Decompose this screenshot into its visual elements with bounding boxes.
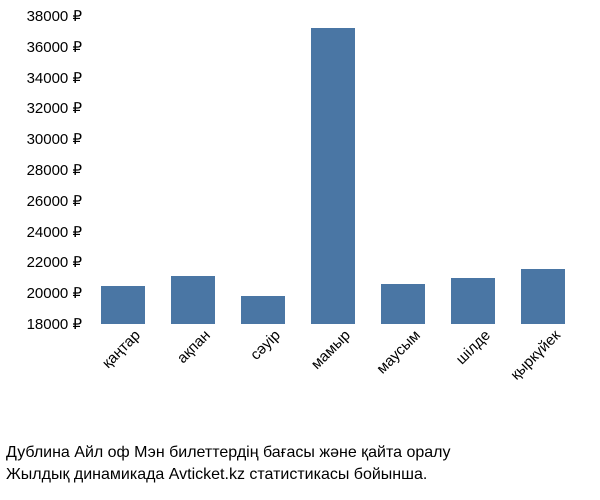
bar <box>451 278 496 324</box>
y-tick-label: 36000 ₽ <box>27 38 88 56</box>
y-tick-label: 34000 ₽ <box>27 69 88 87</box>
caption-line: Жылдық динамикада Avticket.kz статистика… <box>6 464 600 486</box>
bar-chart: 18000 ₽20000 ₽22000 ₽24000 ₽26000 ₽28000… <box>88 16 578 324</box>
bar <box>171 276 216 324</box>
y-tick-label: 22000 ₽ <box>27 253 88 271</box>
x-tick-label: маусым <box>371 324 424 377</box>
x-tick-label: қаңтар <box>96 324 144 372</box>
y-tick-label: 18000 ₽ <box>27 315 88 333</box>
bar <box>521 269 566 324</box>
x-tick-label: қыркүйек <box>504 324 563 383</box>
plot-area: 18000 ₽20000 ₽22000 ₽24000 ₽26000 ₽28000… <box>88 16 578 324</box>
bar <box>101 286 146 325</box>
x-tick-label: ақпан <box>171 324 214 367</box>
caption-line: Дублина Айл оф Мэн билеттердің бағасы жә… <box>6 442 600 464</box>
x-tick-label: шілде <box>450 324 494 368</box>
y-tick-label: 20000 ₽ <box>27 284 88 302</box>
y-tick-label: 26000 ₽ <box>27 192 88 210</box>
bar <box>241 296 286 324</box>
x-tick-label: сәуір <box>244 324 284 364</box>
bar <box>311 28 356 324</box>
y-tick-label: 24000 ₽ <box>27 223 88 241</box>
bar <box>381 284 426 324</box>
x-tick-label: мамыр <box>305 324 354 373</box>
chart-caption: Дублина Айл оф Мэн билеттердің бағасы жә… <box>0 442 600 486</box>
y-tick-label: 28000 ₽ <box>27 161 88 179</box>
y-tick-label: 38000 ₽ <box>27 7 88 25</box>
y-tick-label: 30000 ₽ <box>27 130 88 148</box>
y-tick-label: 32000 ₽ <box>27 99 88 117</box>
